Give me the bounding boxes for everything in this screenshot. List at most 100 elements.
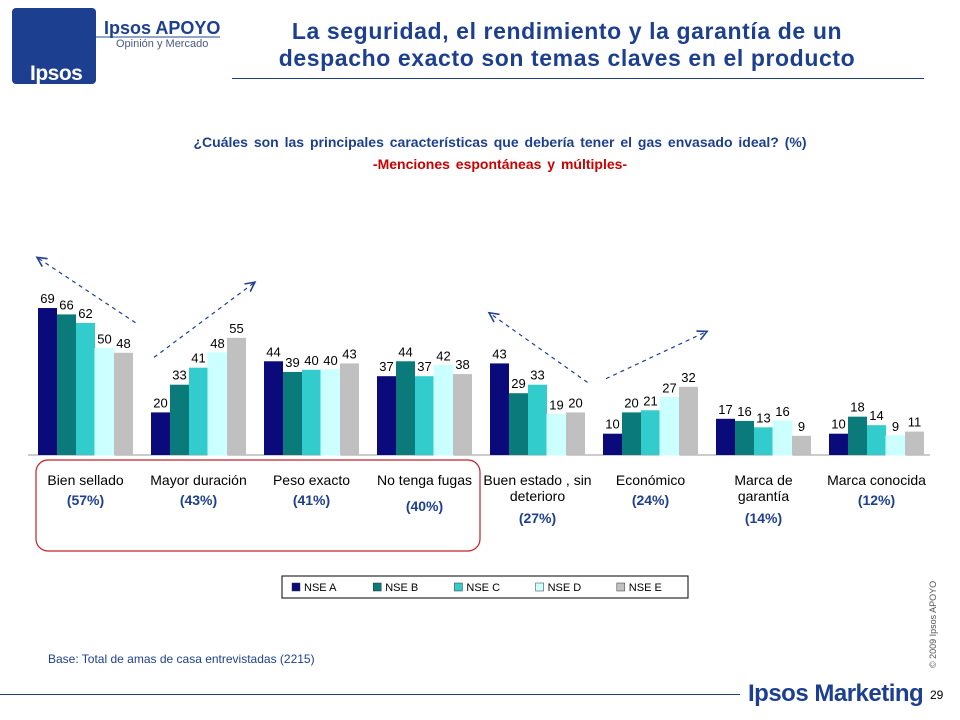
logo-brand: Ipsos APOYO <box>104 18 221 38</box>
bar-value-label: 40 <box>304 353 318 368</box>
bar-0-4 <box>114 352 133 455</box>
highlight-box <box>35 459 481 552</box>
bar-3-0 <box>377 376 396 455</box>
bar-2-4 <box>340 363 359 455</box>
category-label: Marca de <box>734 472 793 488</box>
bar-4-1 <box>509 393 528 455</box>
bar-3-1 <box>396 361 415 455</box>
category-total: (27%) <box>519 510 556 526</box>
bar-value-label: 33 <box>530 368 544 383</box>
legend-swatch <box>535 582 544 592</box>
category-total: (14%) <box>745 510 782 526</box>
bar-value-label: 44 <box>398 344 412 359</box>
legend-label: NSE A <box>304 582 337 594</box>
bar-value-label: 32 <box>681 370 695 385</box>
bar-value-label: 50 <box>97 332 111 347</box>
category-label: No tenga fugas <box>377 472 472 488</box>
bar-value-label: 39 <box>285 355 299 370</box>
legend <box>281 575 689 599</box>
bar-0-3 <box>94 348 115 456</box>
bar-value-label: 37 <box>417 359 431 374</box>
bar-1-2 <box>189 367 208 455</box>
bar-value-label: 20 <box>568 395 582 410</box>
bar-7-1 <box>848 416 867 455</box>
bar-5-3 <box>659 396 680 456</box>
bar-value-label: 17 <box>718 402 732 417</box>
category-total: (24%) <box>632 492 669 508</box>
title-rule <box>232 78 924 79</box>
category-total: (12%) <box>858 492 895 508</box>
bar-2-1 <box>283 371 302 455</box>
bar-6-4 <box>792 435 811 455</box>
bar-value-label: 10 <box>605 417 619 432</box>
bar-value-label: 37 <box>379 359 393 374</box>
category-total: (57%) <box>67 492 104 508</box>
bar-6-0 <box>716 418 735 455</box>
legend-swatch <box>291 582 301 592</box>
bar-6-2 <box>754 427 773 455</box>
bar-5-2 <box>641 410 660 455</box>
category-total: (40%) <box>406 498 443 514</box>
category-label: garantía <box>738 488 790 504</box>
bar-value-label: 48 <box>210 336 224 351</box>
chart-title: ¿Cuáles son las principales característi… <box>193 134 807 150</box>
bar-4-2 <box>528 384 547 455</box>
bar-value-label: 18 <box>850 400 864 415</box>
bar-value-label: 27 <box>662 380 676 395</box>
legend-swatch <box>372 582 382 592</box>
bar-value-label: 40 <box>323 353 337 368</box>
title-line-2: despacho exacto son temas claves en el p… <box>278 45 856 71</box>
bar-value-label: 16 <box>737 404 751 419</box>
title-line-1: La seguridad, el rendimiento y la garant… <box>291 18 843 44</box>
legend-label: NSE E <box>629 582 662 594</box>
category-label: Bien sellado <box>47 472 123 488</box>
bar-value-label: 41 <box>191 351 205 366</box>
category-total: (43%) <box>180 492 217 508</box>
bar-value-label: 9 <box>798 419 805 434</box>
bar-7-0 <box>829 433 848 455</box>
bar-value-label: 66 <box>59 297 73 312</box>
category-label: Buen estado , sin <box>483 472 591 488</box>
bar-value-label: 55 <box>229 321 243 336</box>
bar-1-1 <box>170 384 189 455</box>
bar-chart: 69 66 62 50 48 Bien sellado (57%) 20 33 41 48 55 May… <box>28 180 930 599</box>
bar-0-0 <box>38 308 57 455</box>
bar-5-0 <box>603 433 622 455</box>
ipsos-logo: Ipsos <box>12 8 96 85</box>
bar-value-label: 20 <box>624 395 638 410</box>
bar-value-label: 29 <box>511 376 525 391</box>
bar-value-label: 43 <box>342 346 356 361</box>
trend-arrow <box>605 332 706 380</box>
bar-value-label: 21 <box>643 393 657 408</box>
bar-4-0 <box>490 363 509 455</box>
trend-arrow <box>490 313 588 383</box>
category-total: (41%) <box>293 492 330 508</box>
legend-label: NSE C <box>466 582 500 594</box>
bar-7-2 <box>867 425 886 455</box>
category-label: Peso exacto <box>273 472 350 488</box>
bar-value-label: 10 <box>831 417 845 432</box>
category-label: Marca conocida <box>827 472 926 488</box>
bar-6-3 <box>772 420 793 456</box>
legend-swatch <box>454 582 463 592</box>
base-note: Base: Total de amas de casa entrevistada… <box>48 652 315 666</box>
bar-1-3 <box>207 352 228 456</box>
bar-0-2 <box>76 322 95 455</box>
bar-2-2 <box>302 369 321 455</box>
bar-value-label: 13 <box>756 410 770 425</box>
category-label: Mayor duración <box>150 472 247 488</box>
logo-subtitle: Opinión y Mercado <box>116 38 209 50</box>
bar-value-label: 14 <box>869 408 883 423</box>
bar-1-0 <box>151 412 170 455</box>
bar-4-3 <box>546 414 567 456</box>
bar-1-4 <box>227 337 246 455</box>
bar-2-3 <box>320 369 341 456</box>
legend-swatch <box>616 582 626 592</box>
bar-value-label: 11 <box>908 415 922 430</box>
bar-5-4 <box>679 386 698 455</box>
bar-4-4 <box>566 412 585 455</box>
bar-value-label: 38 <box>455 357 469 372</box>
bar-value-label: 19 <box>549 398 563 413</box>
category-label: deterioro <box>510 488 565 504</box>
trend-arrow <box>38 258 136 324</box>
